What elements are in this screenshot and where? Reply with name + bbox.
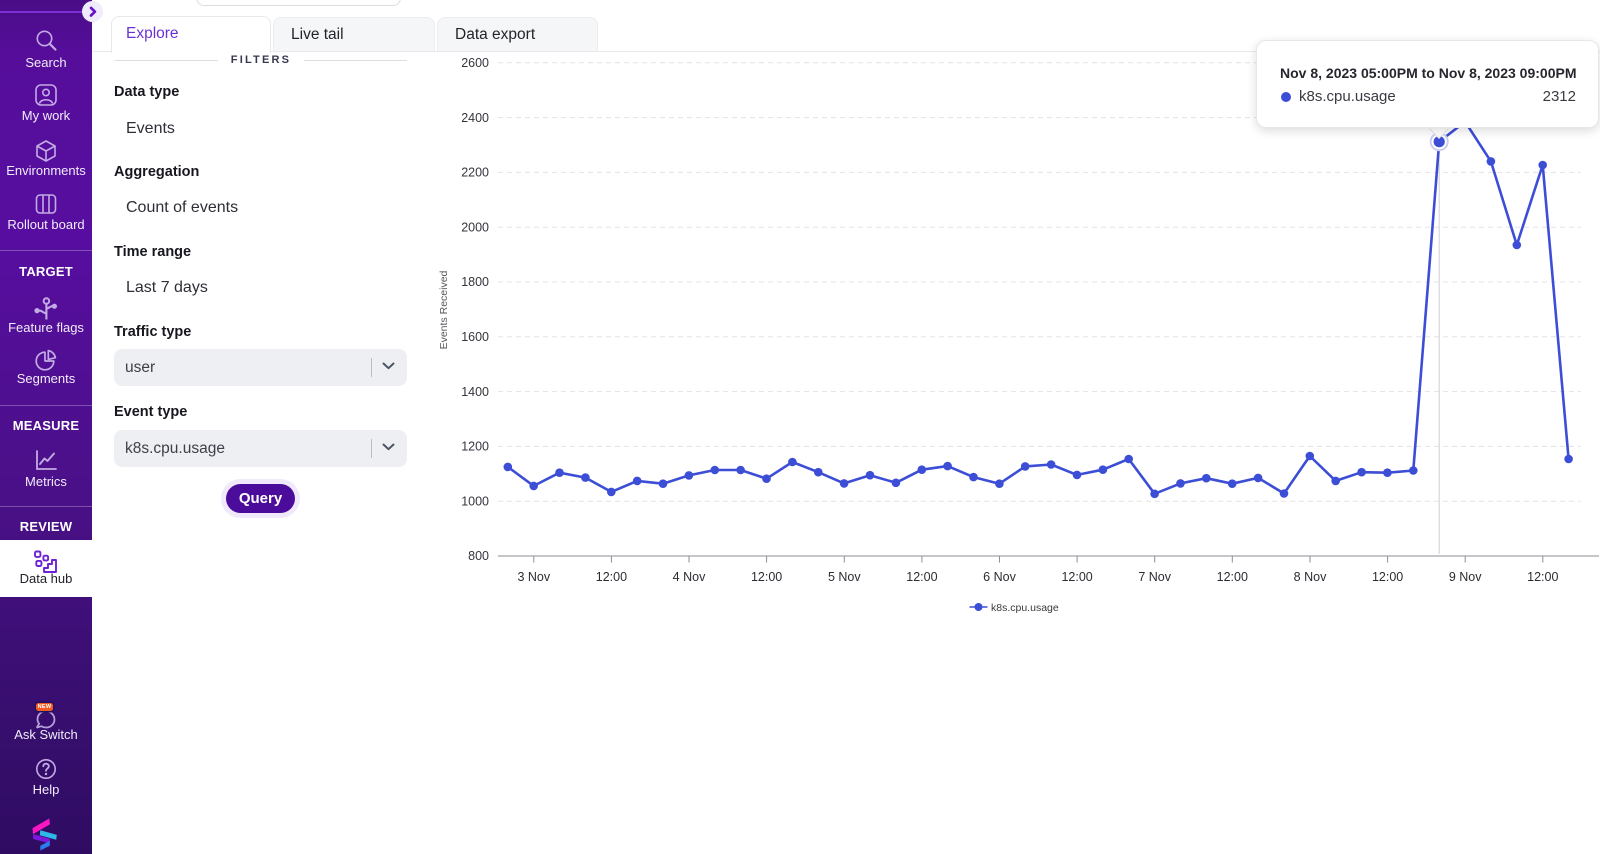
svg-text:1200: 1200 — [461, 440, 489, 454]
svg-text:2600: 2600 — [461, 56, 489, 70]
svg-text:2000: 2000 — [461, 220, 489, 234]
svg-text:1600: 1600 — [461, 330, 489, 344]
svg-text:8 Nov: 8 Nov — [1294, 570, 1327, 584]
svg-text:9 Nov: 9 Nov — [1449, 570, 1482, 584]
svg-text:k8s.cpu.usage: k8s.cpu.usage — [991, 602, 1059, 614]
svg-text:12:00: 12:00 — [1217, 570, 1248, 584]
svg-text:6 Nov: 6 Nov — [983, 570, 1016, 584]
svg-text:2400: 2400 — [461, 111, 489, 125]
svg-text:12:00: 12:00 — [1527, 570, 1558, 584]
svg-text:7 Nov: 7 Nov — [1138, 570, 1171, 584]
svg-text:4 Nov: 4 Nov — [673, 570, 706, 584]
svg-text:1000: 1000 — [461, 494, 489, 508]
svg-text:1800: 1800 — [461, 275, 489, 289]
svg-text:5 Nov: 5 Nov — [828, 570, 861, 584]
svg-text:12:00: 12:00 — [1061, 570, 1092, 584]
svg-text:12:00: 12:00 — [906, 570, 937, 584]
svg-text:800: 800 — [468, 549, 489, 563]
svg-text:3 Nov: 3 Nov — [517, 570, 550, 584]
svg-text:12:00: 12:00 — [1372, 570, 1403, 584]
svg-text:2200: 2200 — [461, 166, 489, 180]
svg-text:12:00: 12:00 — [596, 570, 627, 584]
svg-text:1400: 1400 — [461, 385, 489, 399]
svg-text:Events Received: Events Received — [438, 270, 450, 349]
svg-text:12:00: 12:00 — [751, 570, 782, 584]
